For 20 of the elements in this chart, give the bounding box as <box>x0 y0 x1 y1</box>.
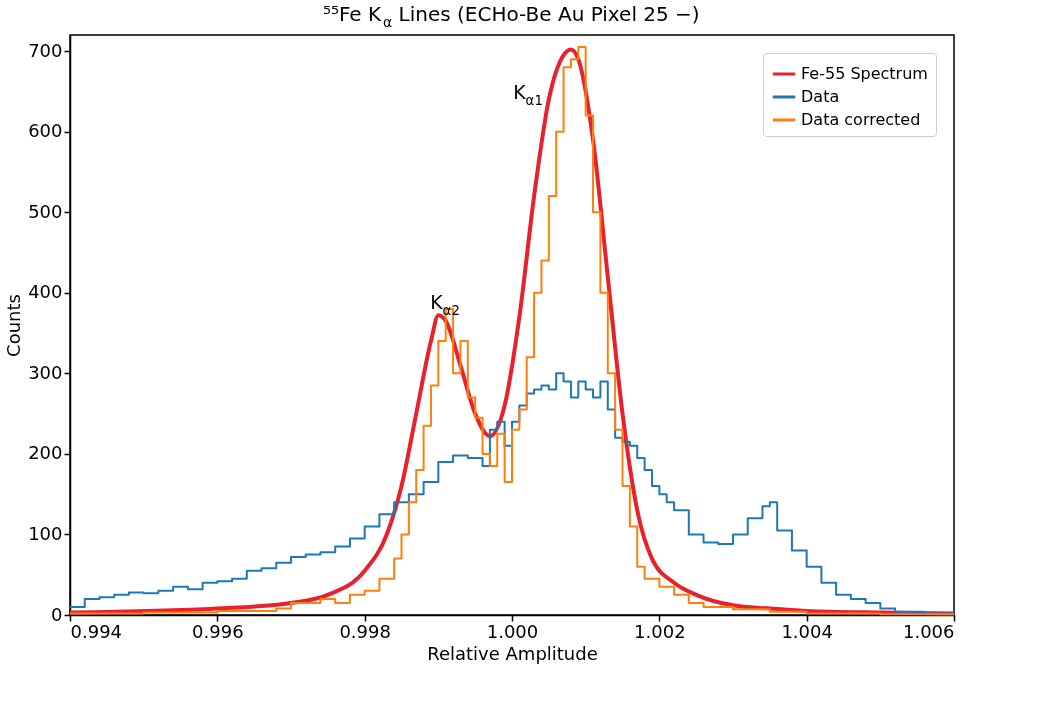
legend-label: Data corrected <box>801 110 921 129</box>
x-tick-label: 0.996 <box>192 620 244 642</box>
legend-label: Fe-55 Spectrum <box>801 64 928 83</box>
y-tick-label: 300 <box>28 361 63 383</box>
x-tick-label: 1.000 <box>486 620 539 642</box>
y-tick-label: 0 <box>51 603 63 625</box>
x-tick-label: 1.002 <box>634 620 686 642</box>
x-tick-label: 0.998 <box>339 620 391 642</box>
y-axis-title: Counts <box>3 294 25 357</box>
y-tick-label: 400 <box>28 281 63 303</box>
y-tick-label: 100 <box>28 522 63 544</box>
x-tick-label: 1.004 <box>781 620 833 642</box>
x-tick-label: 1.006 <box>902 620 955 642</box>
y-tick-label: 700 <box>28 39 63 61</box>
y-tick-label: 500 <box>28 200 63 222</box>
x-tick-label: 0.994 <box>70 620 123 642</box>
y-tick-label: 600 <box>28 120 63 142</box>
x-axis-title: Relative Amplitude <box>427 642 598 664</box>
y-tick-label: 200 <box>28 442 63 464</box>
legend-label: Data <box>801 87 840 106</box>
